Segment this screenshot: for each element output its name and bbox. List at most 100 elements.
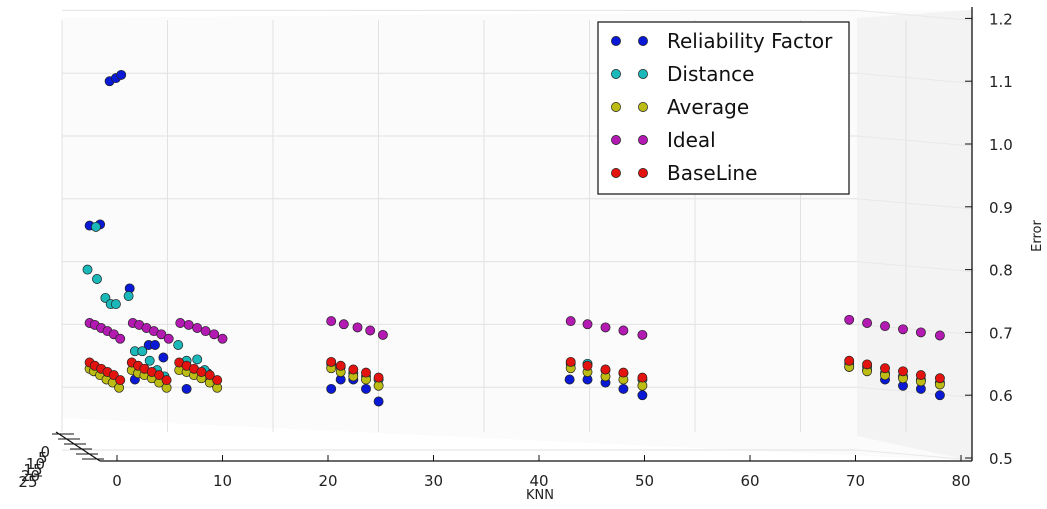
data-point [200, 326, 211, 337]
series [84, 314, 945, 344]
data-point [934, 373, 945, 384]
gridline-z-side [856, 261, 973, 273]
data-point [183, 319, 194, 330]
legend-label: Reliability Factor [667, 29, 833, 53]
x-tick-label: 40 [529, 472, 548, 490]
x-tick-label: 60 [740, 472, 759, 490]
legend-marker [611, 168, 621, 178]
z-tick-label: 0.5 [989, 450, 1013, 468]
series [84, 355, 945, 386]
z-tick-label: 0.6 [989, 387, 1013, 405]
data-point [123, 291, 134, 301]
data-point [618, 383, 629, 394]
x-tick-label: 10 [213, 472, 232, 490]
data-point [862, 318, 873, 328]
data-point [173, 340, 184, 350]
data-point [154, 370, 165, 381]
y-tick-label: 0 [40, 443, 50, 461]
data-point [156, 329, 167, 340]
gridline-z-side [856, 9, 973, 21]
data-point [377, 329, 388, 340]
legend: Reliability Factor Distance Average Ideal Ba… [597, 21, 850, 195]
data-point [163, 333, 174, 344]
data-point [373, 380, 384, 391]
data-point [217, 333, 228, 344]
data-point [326, 316, 337, 327]
y-tick-label: 10 [26, 455, 45, 473]
legend-marker [611, 36, 621, 46]
gridline-z-side [856, 449, 973, 461]
data-point [618, 367, 629, 378]
data-point [637, 380, 648, 391]
data-point [212, 375, 223, 386]
data-point [338, 319, 349, 330]
data-point [192, 354, 203, 365]
data-point [361, 367, 371, 378]
data-point [618, 325, 629, 336]
data-point [934, 330, 945, 341]
data-point [115, 333, 126, 344]
gridline-z-side [856, 386, 973, 398]
x-tick-label: 80 [951, 472, 970, 490]
data-point [898, 366, 908, 377]
legend-label: Ideal [667, 128, 716, 152]
data-point [326, 383, 337, 394]
legend-marker [638, 102, 648, 112]
data-point [110, 299, 121, 310]
data-point [365, 325, 376, 336]
gridline-z-side [856, 323, 973, 335]
data-point [600, 364, 611, 375]
data-point [90, 221, 101, 232]
data-point [844, 355, 855, 366]
data-point [326, 356, 337, 367]
data-point [582, 319, 593, 330]
legend-marker [611, 135, 621, 145]
y-tick-label: 25 [18, 473, 37, 491]
legend-label: Distance [667, 62, 754, 86]
data-point [196, 367, 207, 377]
data-point [161, 375, 172, 386]
data-point [862, 359, 873, 370]
data-point [204, 370, 215, 381]
legend-marker [638, 168, 648, 178]
data-point [137, 346, 148, 357]
x-tick-label: 70 [846, 472, 865, 490]
legend-marker [611, 102, 621, 112]
data-point [92, 274, 102, 284]
data-point [348, 364, 359, 375]
legend-marker [638, 36, 648, 46]
y-axis-line [55, 431, 101, 462]
z-tick-label: 1.1 [989, 73, 1013, 91]
x-tick-label: 30 [424, 472, 443, 490]
data-point [361, 383, 371, 394]
data-point [175, 318, 186, 328]
x-tick-label: 20 [318, 472, 337, 490]
data-point [880, 363, 890, 374]
data-point [115, 375, 126, 386]
gridline-z-side [856, 198, 973, 210]
legend-marker [638, 135, 648, 145]
x-tick-label: 50 [635, 472, 654, 490]
data-point [844, 314, 855, 325]
data-point [158, 352, 169, 363]
data-point [144, 355, 155, 366]
data-point [565, 316, 576, 327]
z-axis-label: Error [1030, 220, 1045, 252]
z-tick-label: 0.8 [989, 262, 1013, 280]
x-axis-label: KNN [526, 488, 554, 503]
data-point [150, 340, 160, 350]
gridline-z-side [856, 72, 973, 84]
data-point [898, 324, 908, 335]
data-point [181, 383, 192, 394]
data-point [335, 360, 346, 371]
z-tick-label: 0.9 [989, 199, 1013, 217]
data-point [637, 329, 648, 340]
data-point [209, 329, 220, 340]
data-point [915, 370, 926, 381]
data-point [934, 390, 945, 401]
y-tick-label: 5 [38, 449, 48, 467]
legend-label: Average [667, 95, 749, 119]
data-point [880, 321, 890, 332]
chart-points [82, 69, 945, 407]
